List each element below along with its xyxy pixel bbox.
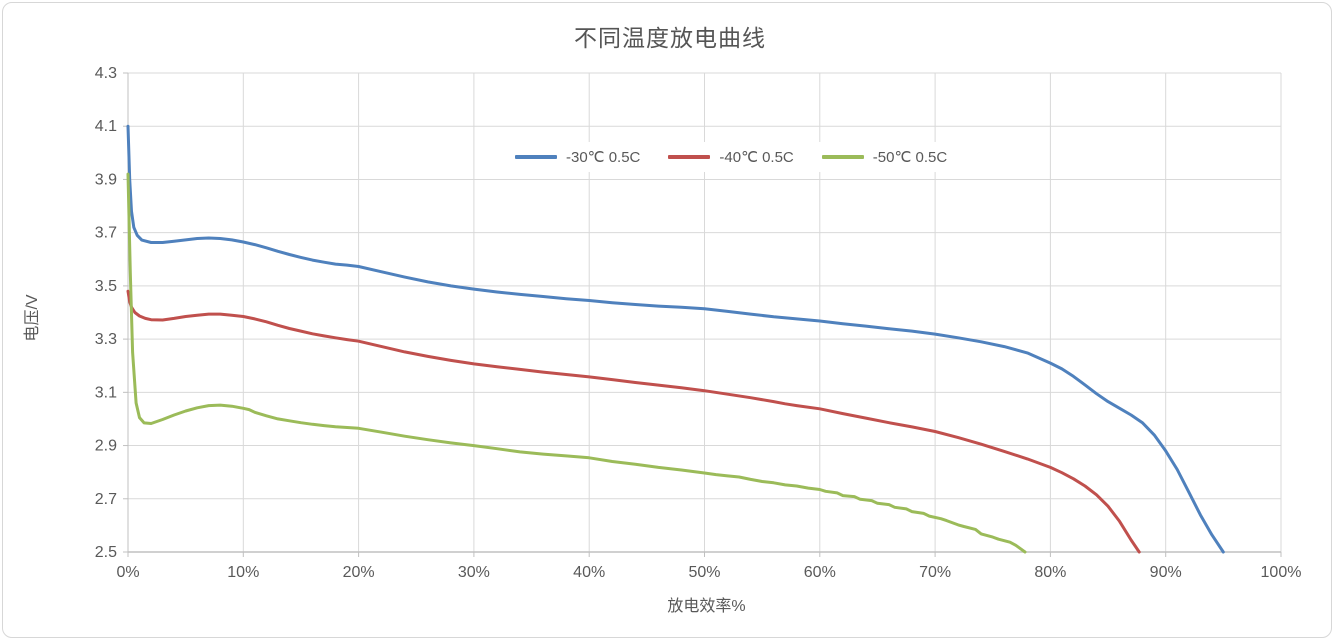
legend-swatch-minus50c	[821, 155, 864, 159]
y-tick-label: 3.9	[95, 171, 117, 188]
x-tick-label: 0%	[116, 564, 139, 581]
legend-label-minus30c: -30℃ 0.5C	[566, 149, 641, 166]
legend-label-minus40c: -40℃ 0.5C	[719, 149, 794, 166]
y-tick-label: 4.1	[95, 118, 117, 135]
x-tick-label: 30%	[458, 564, 490, 581]
legend: -30℃ 0.5C -40℃ 0.5C -50℃ 0.5C	[501, 142, 962, 172]
chart-title: 不同温度放电曲线	[574, 26, 766, 52]
x-tick-label: 80%	[1034, 564, 1066, 581]
legend-item-minus50c: -50℃ 0.5C	[821, 148, 948, 166]
x-tick-label: 90%	[1150, 564, 1182, 581]
legend-swatch-minus30c	[515, 155, 557, 159]
y-tick-label: 3.1	[95, 384, 117, 401]
x-tick-label: 60%	[804, 564, 836, 581]
x-tick-label: 50%	[688, 564, 720, 581]
y-tick-label: 3.7	[95, 225, 117, 242]
legend-item-minus30c: -30℃ 0.5C	[515, 148, 640, 166]
y-axis-title: 电压/V	[24, 294, 41, 342]
series-line-1	[126, 289, 1141, 554]
y-tick-label: 3.5	[95, 278, 117, 295]
x-tick-label: 40%	[573, 564, 605, 581]
x-tick-label: 10%	[227, 564, 259, 581]
legend-swatch-minus40c	[668, 155, 711, 159]
y-tick-label: 2.9	[95, 438, 117, 455]
y-tick-label: 2.7	[95, 491, 117, 508]
x-tick-label: 20%	[343, 564, 375, 581]
legend-item-minus40c: -40℃ 0.5C	[668, 148, 794, 166]
legend-label-minus50c: -50℃ 0.5C	[872, 149, 948, 166]
y-tick-label: 4.3	[95, 65, 117, 82]
x-axis-title: 放电效率%	[667, 598, 746, 615]
x-tick-label: 100%	[1261, 564, 1302, 581]
plot-area: 0% 10% 20% 30% 40% 50% 60% 70% 80% 90% 100% 2.5 2.7 2…	[95, 65, 1302, 581]
series-line-2	[126, 172, 1027, 554]
x-tick-label: 70%	[919, 564, 951, 581]
series-line-0	[126, 124, 1225, 554]
y-tick-label: 3.3	[95, 331, 117, 348]
y-tick-label: 2.5	[95, 544, 117, 561]
